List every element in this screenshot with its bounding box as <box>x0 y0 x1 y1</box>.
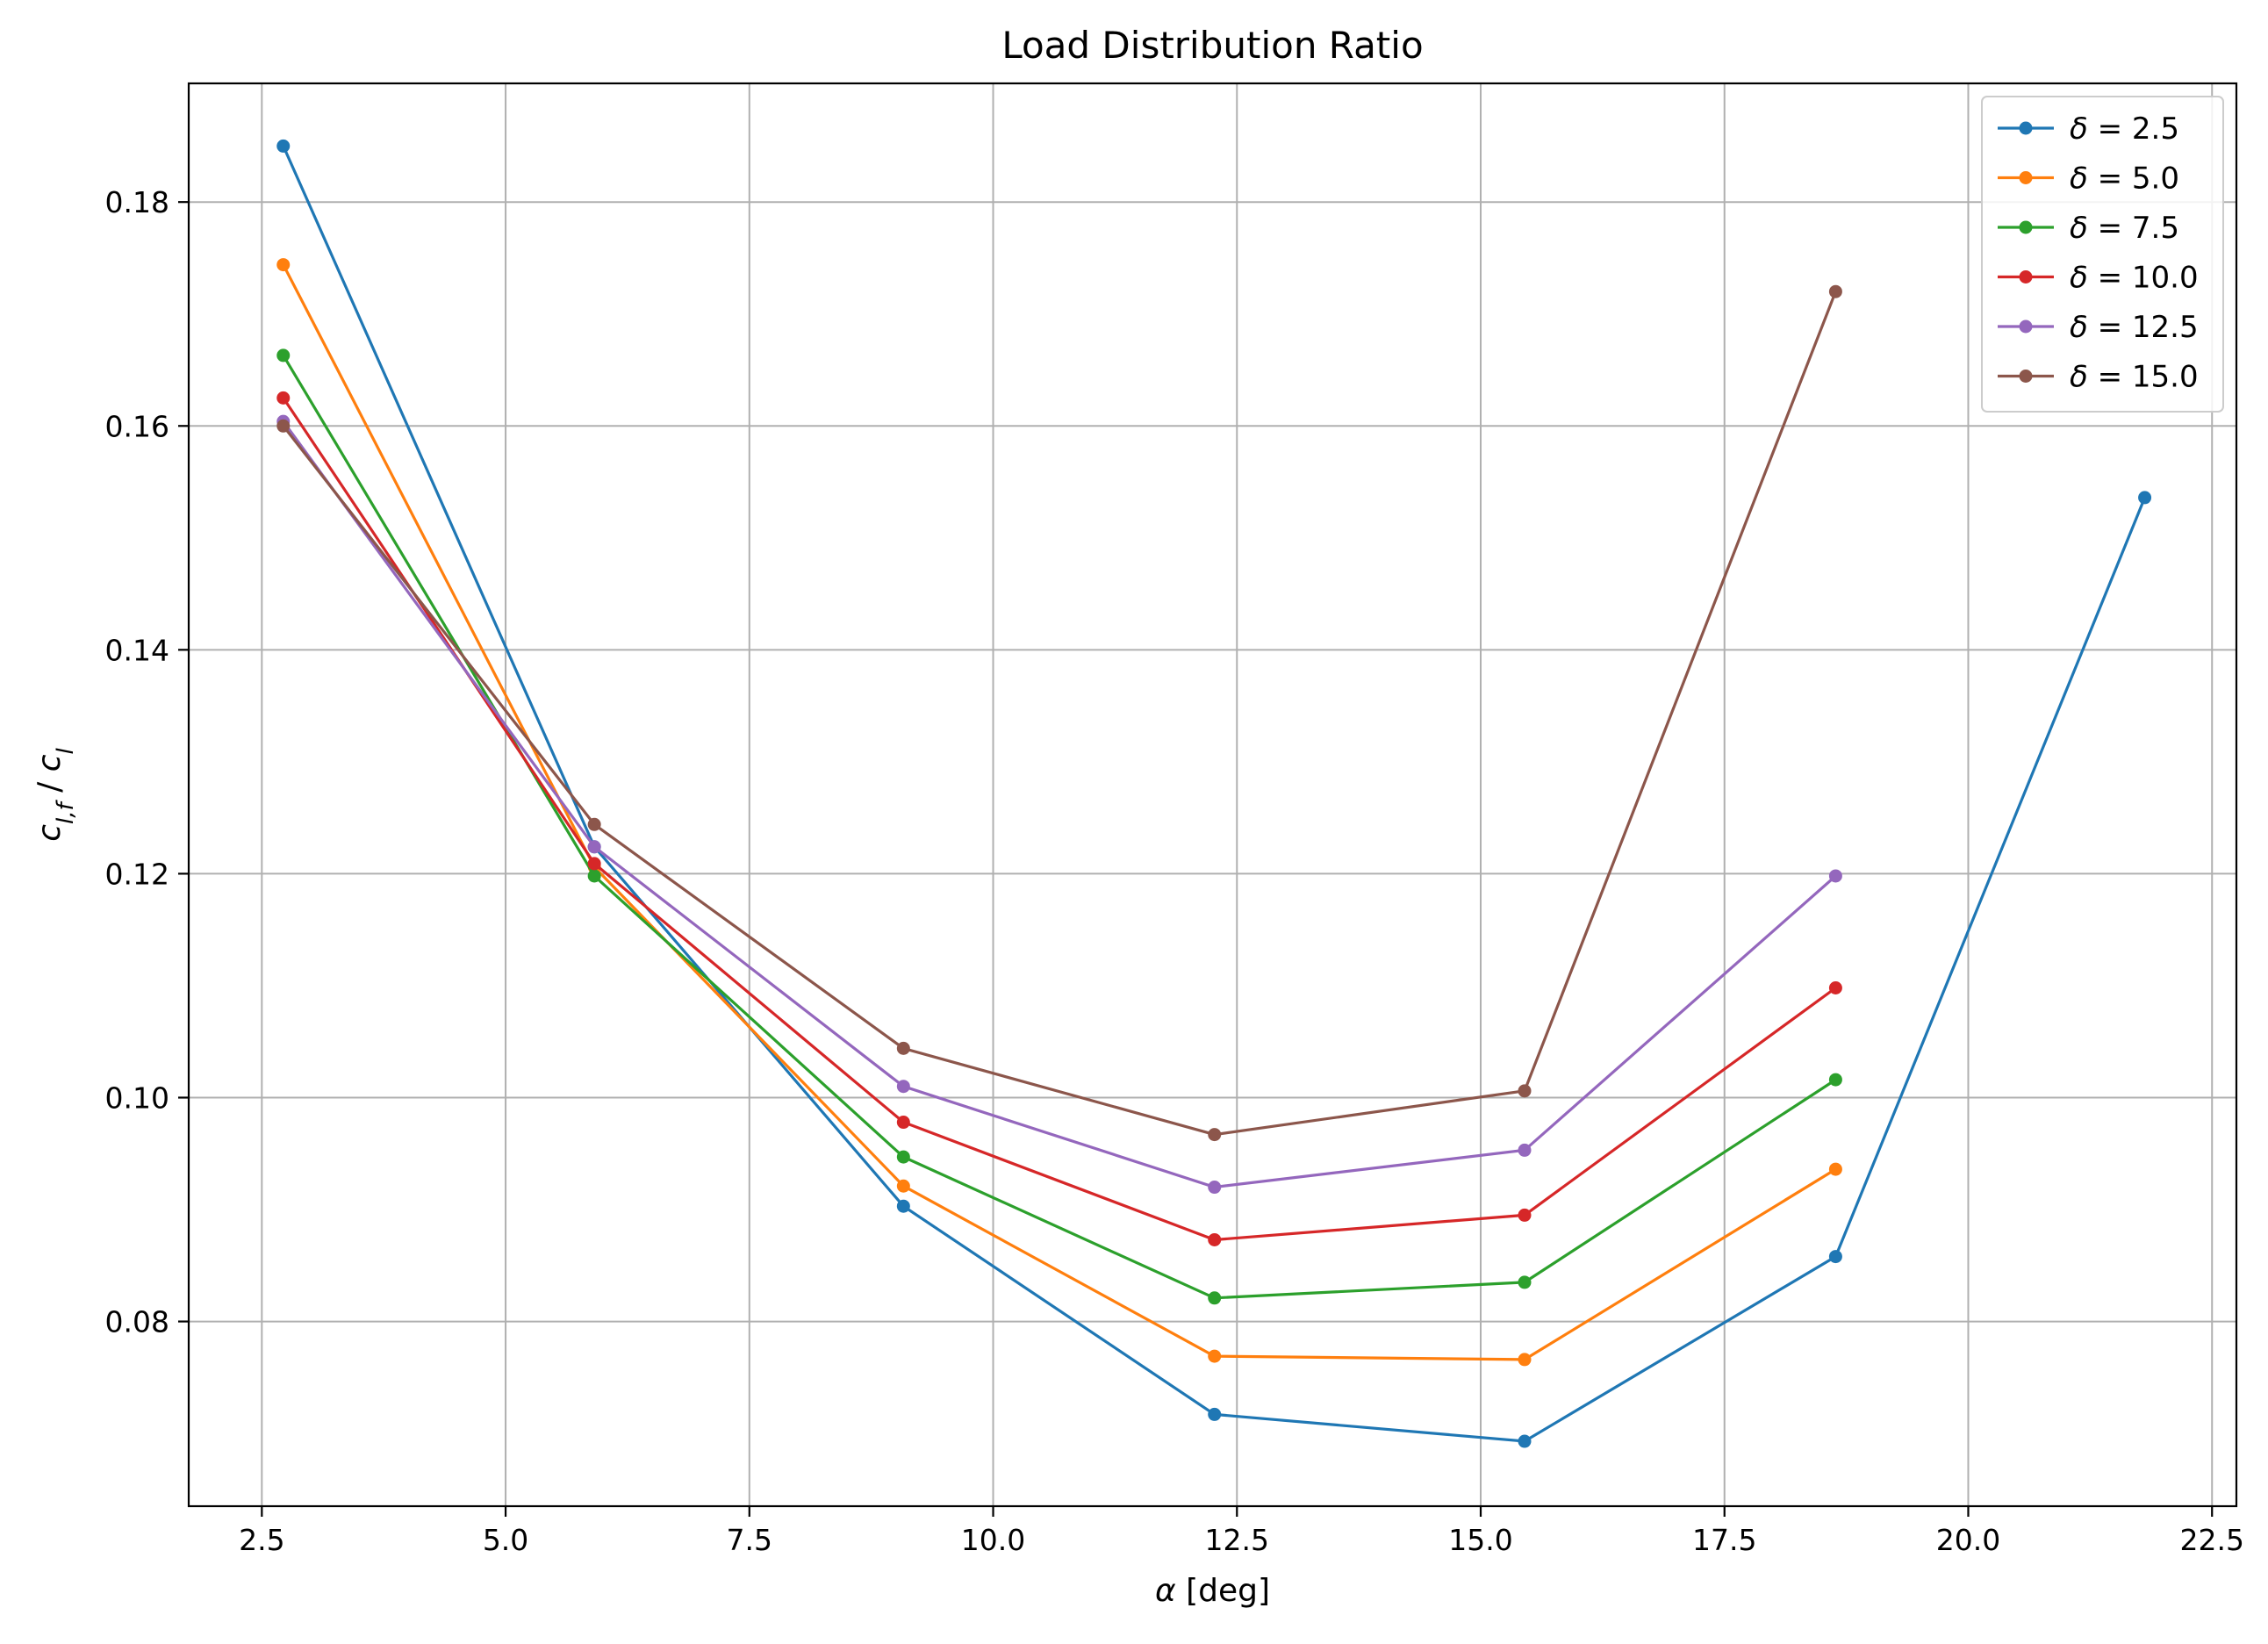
data-point <box>276 348 291 363</box>
data-point <box>896 1116 910 1130</box>
data-point <box>1518 1143 1532 1157</box>
data-point <box>587 857 601 871</box>
x-tick-label: 15.0 <box>1448 1523 1512 1557</box>
data-point <box>1828 1162 1842 1176</box>
y-tick-label: 0.10 <box>105 1080 169 1115</box>
legend-item: δ = 15.0 <box>1998 360 2199 395</box>
grid <box>189 83 2236 1506</box>
series-layer <box>276 139 2152 1448</box>
data-point <box>1828 869 1842 883</box>
data-point <box>276 419 291 433</box>
legend-item: δ = 12.5 <box>1998 310 2199 345</box>
data-point <box>276 139 291 153</box>
x-tick-label: 5.0 <box>483 1523 528 1557</box>
legend-label: δ = 5.0 <box>2070 162 2179 197</box>
plot-frame <box>187 82 2238 1508</box>
data-point <box>587 817 601 831</box>
data-point <box>896 1199 910 1213</box>
legend-swatch-marker <box>2019 121 2033 135</box>
data-point <box>1518 1084 1532 1098</box>
x-tick-label: 10.0 <box>961 1523 1025 1557</box>
data-point <box>1208 1349 1222 1363</box>
series-3 <box>276 348 1842 1305</box>
x-tick-label: 12.5 <box>1205 1523 1269 1557</box>
legend-item: δ = 2.5 <box>1998 111 2179 147</box>
data-point <box>1208 1128 1222 1142</box>
legend-label: δ = 12.5 <box>2070 310 2199 345</box>
data-point <box>1518 1353 1532 1367</box>
data-point <box>1208 1181 1222 1195</box>
series-6 <box>276 284 1842 1142</box>
legend-swatch-marker <box>2019 370 2033 383</box>
x-tick-label: 17.5 <box>1692 1523 1756 1557</box>
legend-swatch-marker <box>2019 171 2033 184</box>
series-line <box>282 263 1837 1361</box>
data-point <box>896 1179 910 1193</box>
x-tick-label: 2.5 <box>239 1523 284 1557</box>
legend-label: δ = 15.0 <box>2070 360 2199 395</box>
data-point <box>896 1041 910 1055</box>
data-point <box>276 258 291 272</box>
legend: δ = 2.5 δ = 5.0 δ = 7.5 δ = 10.0 δ = 12.5 δ =… <box>1981 96 2224 413</box>
data-point <box>2138 491 2152 505</box>
y-tick-label: 0.08 <box>105 1305 169 1339</box>
x-tick-label: 20.0 <box>1936 1523 2000 1557</box>
data-point <box>1518 1275 1532 1289</box>
y-tick-label: 0.14 <box>105 633 169 667</box>
data-point <box>1518 1434 1532 1448</box>
legend-label: δ = 2.5 <box>2070 111 2179 147</box>
data-point <box>1208 1232 1222 1246</box>
data-point <box>1828 1250 1842 1264</box>
y-tick-label: 0.16 <box>105 409 169 443</box>
x-axis-label: α [deg] <box>1155 1573 1270 1609</box>
data-point <box>1208 1407 1222 1421</box>
ticks: 2.5 5.0 7.5 10.0 12.5 15.0 17.5 20.0 22.5 0.08 0.1… <box>105 185 2244 1557</box>
series-line <box>282 355 1837 1300</box>
legend-item: δ = 10.0 <box>1998 261 2199 296</box>
legend-label: δ = 7.5 <box>2070 211 2179 246</box>
data-point <box>1518 1208 1532 1222</box>
legend-swatch-marker <box>2019 220 2033 234</box>
series-line <box>282 420 1837 1189</box>
y-axis-label: cl,f / cl <box>32 747 79 841</box>
legend-label: δ = 10.0 <box>2070 261 2199 296</box>
legend-swatch-marker <box>2019 270 2033 284</box>
series-line <box>282 291 1837 1137</box>
x-tick-label: 7.5 <box>727 1523 772 1557</box>
data-point <box>896 1150 910 1164</box>
legend-item: δ = 5.0 <box>1998 162 2179 197</box>
legend-swatch-marker <box>2019 319 2033 334</box>
chart-title: Load Distribution Ratio <box>1001 24 1423 67</box>
y-tick-label: 0.12 <box>105 857 169 891</box>
data-point <box>1828 981 1842 995</box>
series-4 <box>276 391 1842 1246</box>
legend-box <box>1981 96 2224 413</box>
data-point <box>1828 1073 1842 1087</box>
data-point <box>1828 284 1842 298</box>
data-point <box>896 1080 910 1094</box>
y-tick-label: 0.18 <box>105 185 169 219</box>
data-point <box>587 840 601 854</box>
data-point <box>1208 1291 1222 1305</box>
x-tick-label: 22.5 <box>2179 1523 2243 1557</box>
data-point <box>587 869 601 883</box>
data-point <box>276 391 291 405</box>
series-line <box>282 397 1837 1242</box>
legend-item: δ = 7.5 <box>1998 211 2179 246</box>
